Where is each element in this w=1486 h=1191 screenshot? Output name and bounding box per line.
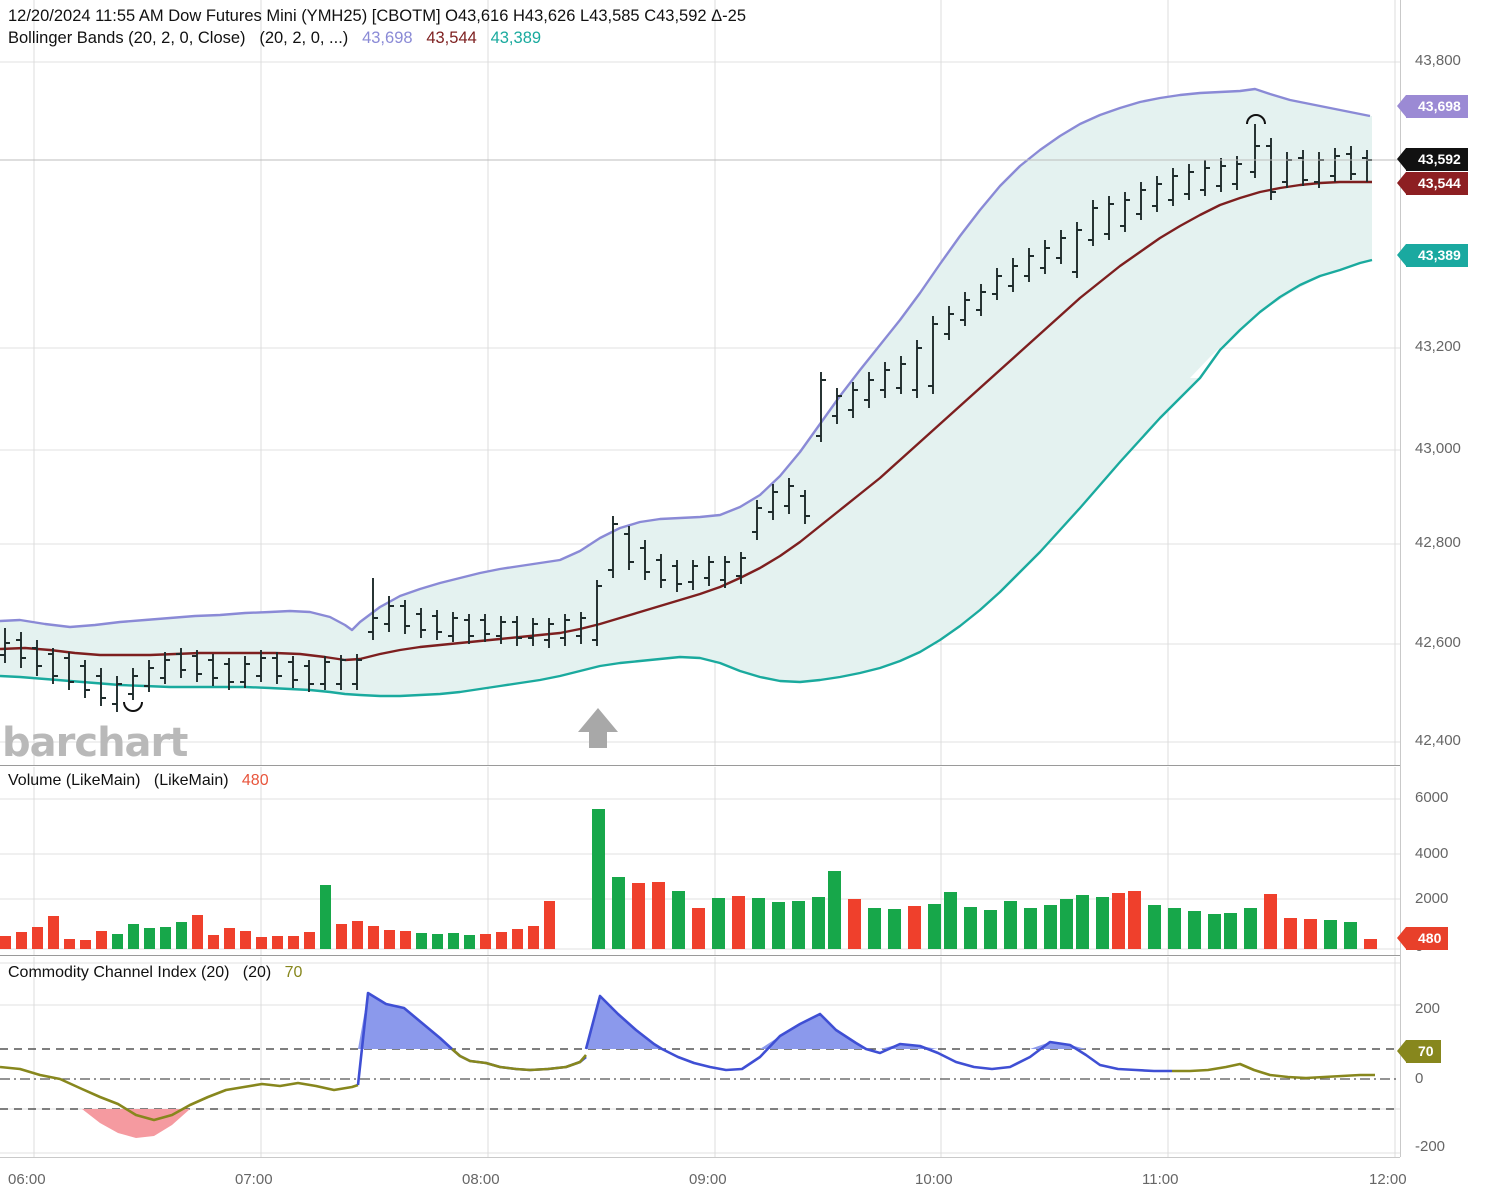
price-volume-divider	[0, 765, 1486, 766]
price-panel[interactable]	[0, 0, 1400, 765]
bollinger-upper-line	[0, 87, 1371, 632]
bollinger-band-fill	[0, 89, 1372, 696]
time-tick-0: 06:00	[8, 1171, 46, 1188]
ohlc-bars	[0, 124, 1372, 712]
cci-line-4	[584, 994, 1172, 1073]
price-tick-5: 42,400	[1415, 732, 1461, 749]
cci-line-5	[1172, 1062, 1375, 1080]
price-tick-2: 43,000	[1415, 440, 1461, 457]
tag-pointer	[1397, 1040, 1406, 1062]
last-price-tag-label: 43,592	[1418, 151, 1461, 167]
volume-legend-params: (LikeMain)	[153, 772, 229, 789]
right-axis-gutter[interactable]: 43,800 43,200 43,000 42,800 42,600 42,40…	[1396, 0, 1486, 1157]
price-chart-svg	[0, 0, 1400, 765]
cci-value-tag[interactable]: 70	[1397, 1040, 1441, 1063]
bollinger-middle-line	[0, 180, 1372, 662]
arc-marker-bottom	[123, 701, 143, 712]
price-tick-0: 43,800	[1415, 52, 1461, 69]
bollinger-lower-tag[interactable]: 43,389	[1397, 244, 1468, 267]
cci-tick-1: 0	[1415, 1070, 1424, 1087]
cci-value-tag-label: 70	[1418, 1043, 1434, 1059]
volume-tick-0: 6000	[1415, 789, 1449, 806]
price-tick-4: 42,600	[1415, 634, 1461, 651]
bollinger-middle-tag[interactable]: 43,544	[1397, 172, 1468, 195]
cci-gridlines	[0, 962, 1400, 1154]
quote-legend-text: 12/20/2024 11:55 AM Dow Futures Mini (YM…	[8, 7, 747, 25]
time-tick-4: 10:00	[915, 1171, 953, 1188]
cci-chart-svg	[0, 957, 1400, 1157]
up-arrow-marker[interactable]	[578, 708, 618, 748]
volume-panel[interactable]	[0, 767, 1400, 955]
time-tick-2: 08:00	[462, 1171, 500, 1188]
time-tick-3: 09:00	[689, 1171, 727, 1188]
volume-legend[interactable]: Volume (LikeMain) (LikeMain) 480	[8, 772, 269, 790]
volume-value-tag-label: 480	[1418, 930, 1442, 946]
volume-cci-divider	[0, 955, 1486, 956]
bollinger-lower-tag-label: 43,389	[1418, 247, 1461, 263]
bollinger-legend-params: (20, 2, 0, ...)	[259, 29, 349, 47]
bollinger-legend-upper: 43,698	[362, 29, 413, 47]
time-tick-6: 12:00	[1369, 1171, 1407, 1188]
volume-legend-value: 480	[241, 772, 269, 789]
cci-vertical-gridlines	[33, 957, 1396, 1157]
price-tick-3: 42,800	[1415, 534, 1461, 551]
tag-pointer	[1397, 148, 1406, 170]
time-axis-line	[0, 1157, 1400, 1158]
tag-pointer	[1397, 244, 1406, 266]
cci-tick-2: -200	[1415, 1138, 1446, 1155]
volume-chart-svg	[0, 767, 1400, 955]
bollinger-upper-tag-label: 43,698	[1418, 98, 1461, 114]
bollinger-legend-middle: 43,544	[426, 29, 477, 47]
barchart-watermark: barchart	[2, 720, 188, 766]
bollinger-lower-line	[0, 258, 1373, 698]
cci-panel[interactable]	[0, 957, 1400, 1157]
bollinger-legend-name: Bollinger Bands (20, 2, 0, Close)	[8, 29, 246, 47]
bollinger-legend[interactable]: Bollinger Bands (20, 2, 0, Close) (20, 2…	[8, 29, 541, 48]
volume-bars	[0, 809, 1377, 949]
last-price-tag[interactable]: 43,592	[1397, 148, 1468, 171]
cci-legend-params: (20)	[242, 964, 272, 981]
price-tick-1: 43,200	[1415, 338, 1461, 355]
volume-tick-2: 2000	[1415, 890, 1449, 907]
cci-positive-fill	[358, 993, 452, 1049]
arc-marker-top	[1246, 114, 1266, 125]
bollinger-upper-tag[interactable]: 43,698	[1397, 95, 1468, 118]
cci-tick-0: 200	[1415, 1000, 1441, 1017]
tag-pointer	[1397, 172, 1406, 194]
bollinger-middle-tag-label: 43,544	[1418, 175, 1461, 191]
tag-pointer	[1397, 927, 1406, 949]
quote-legend: 12/20/2024 11:55 AM Dow Futures Mini (YM…	[8, 7, 746, 26]
volume-tick-1: 4000	[1415, 845, 1449, 862]
cci-legend-value: 70	[284, 964, 303, 981]
time-tick-1: 07:00	[235, 1171, 273, 1188]
cci-line-3	[451, 1048, 587, 1072]
time-axis[interactable]: 06:00 07:00 08:00 09:00 10:00 11:00 12:0…	[0, 1157, 1486, 1191]
cci-line	[0, 1065, 359, 1122]
cci-positive-fill-3	[760, 1014, 866, 1049]
cci-legend[interactable]: Commodity Channel Index (20) (20) 70	[8, 964, 302, 982]
volume-value-tag[interactable]: 480	[1396, 927, 1449, 950]
cci-legend-name: Commodity Channel Index (20)	[8, 964, 230, 981]
time-tick-5: 11:00	[1142, 1171, 1179, 1188]
tag-pointer	[1397, 95, 1406, 117]
bollinger-legend-lower: 43,389	[490, 29, 542, 47]
volume-legend-name: Volume (LikeMain)	[8, 772, 141, 789]
